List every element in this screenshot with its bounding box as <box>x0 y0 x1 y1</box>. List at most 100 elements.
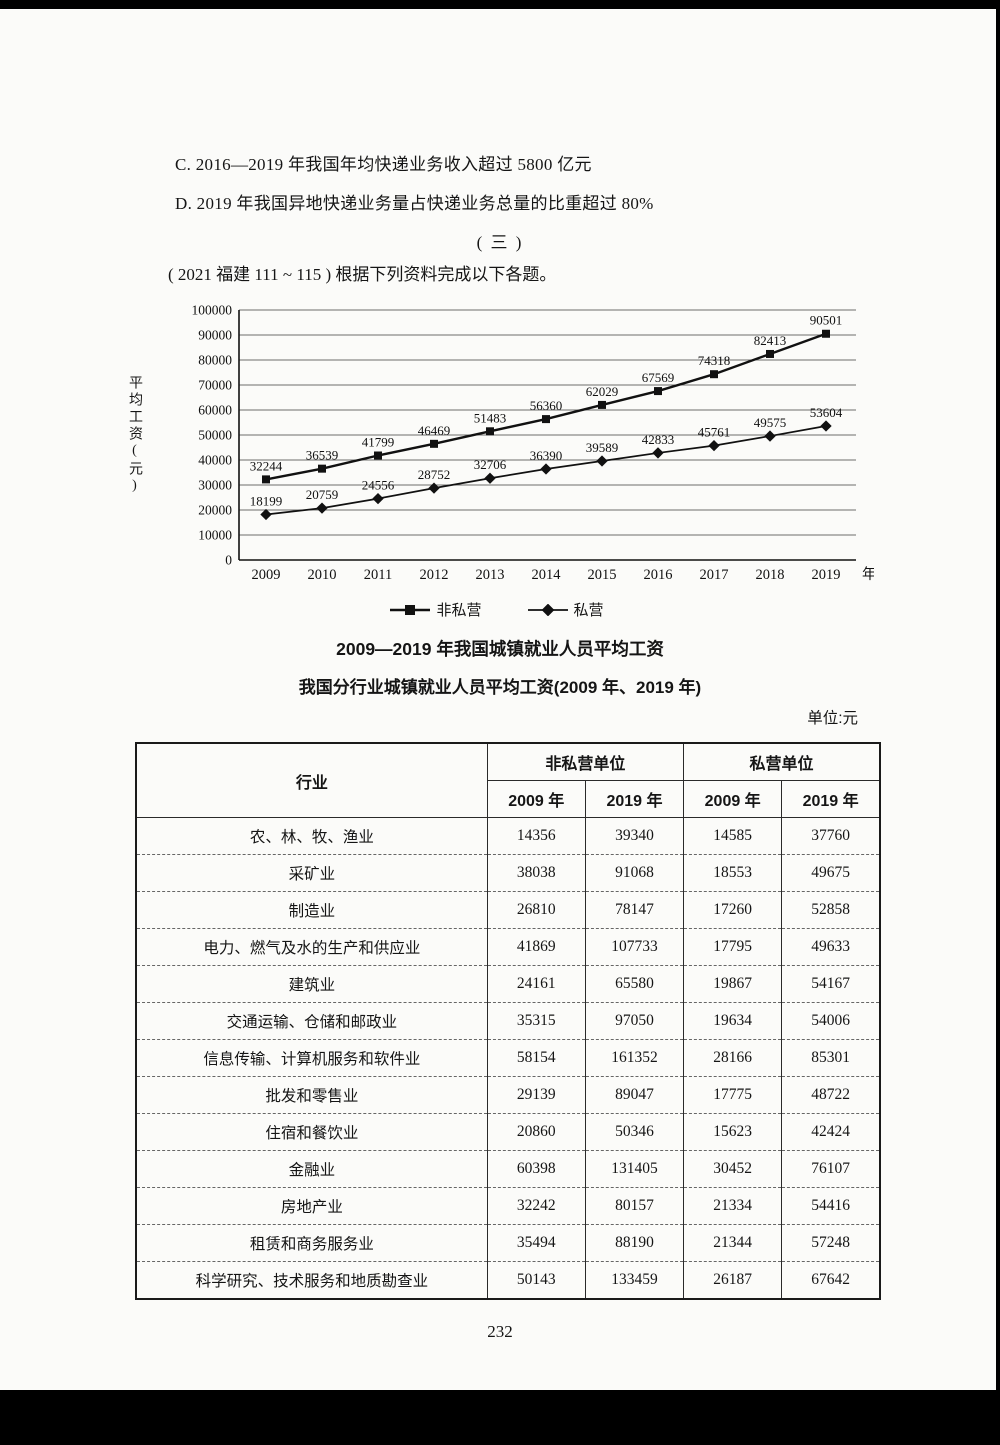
industry-cell: 采矿业 <box>135 854 488 892</box>
value-cell: 21344 <box>683 1224 783 1262</box>
chart-legend: 非私营 私营 <box>118 599 876 620</box>
value-cell: 29139 <box>486 1076 586 1114</box>
industry-cell: 批发和零售业 <box>135 1076 488 1114</box>
value-cell: 67642 <box>781 1261 881 1299</box>
value-cell: 54006 <box>781 1002 881 1040</box>
data-label: 20759 <box>306 487 339 502</box>
x-tick-label: 2010 <box>308 567 337 583</box>
section-heading: ( 三 ) <box>476 233 524 252</box>
page-number: 232 <box>487 1322 513 1341</box>
x-tick-label: 2011 <box>364 567 392 583</box>
value-cell: 52858 <box>781 891 881 929</box>
value-cell: 17795 <box>683 928 783 966</box>
value-cell: 161352 <box>584 1039 685 1077</box>
value-cell: 131405 <box>584 1150 685 1188</box>
data-label: 36539 <box>306 448 339 463</box>
data-label: 53604 <box>810 405 843 420</box>
legend-label-nonprivate: 非私营 <box>436 602 482 619</box>
value-cell: 17775 <box>683 1076 783 1114</box>
diamond-marker-icon <box>708 439 720 452</box>
table-row: 房地产业 32242 80157 21334 54416 <box>135 1187 881 1225</box>
square-marker-icon <box>390 604 431 615</box>
industry-cell: 交通运输、仓储和邮政业 <box>135 1002 488 1040</box>
data-label: 32244 <box>250 458 283 473</box>
x-tick-label: 2009 <box>252 567 281 583</box>
unit-label: 单位:元 <box>807 710 858 727</box>
diamond-marker-icon <box>316 502 328 514</box>
data-label: 49575 <box>754 415 787 430</box>
data-label: 62029 <box>586 384 619 399</box>
value-cell: 14585 <box>683 817 783 855</box>
table-row: 采矿业 38038 91068 18553 49675 <box>135 854 881 892</box>
square-marker-icon <box>766 349 774 358</box>
diamond-marker-icon <box>260 508 272 521</box>
value-cell: 37760 <box>781 817 881 855</box>
y-tick-label: 40000 <box>198 453 232 468</box>
x-tick-label: 2013 <box>476 567 505 583</box>
value-cell: 20860 <box>486 1113 586 1151</box>
value-cell: 41869 <box>486 928 586 966</box>
square-marker-icon <box>486 427 494 436</box>
value-cell: 35315 <box>486 1002 586 1040</box>
value-cell: 42424 <box>781 1113 881 1151</box>
diamond-marker-icon <box>484 472 496 484</box>
value-cell: 19867 <box>683 965 783 1003</box>
option-c-text: C. 2016—2019 年我国年均快递业务收入超过 5800 亿元 <box>175 155 592 174</box>
value-cell: 19634 <box>683 1002 783 1040</box>
value-cell: 35494 <box>486 1224 586 1262</box>
x-tick-label: 2016 <box>644 567 673 583</box>
y-tick-label: 30000 <box>198 478 232 493</box>
table-row: 金融业 60398 131405 30452 76107 <box>135 1150 881 1188</box>
year-header: 2009 年 <box>683 780 783 818</box>
value-cell: 18553 <box>683 854 783 892</box>
industry-table-body: 农、林、牧、渔业 14356 39340 14585 37760 采矿业 38038 9106… <box>135 817 881 1299</box>
y-tick-label: 80000 <box>198 353 232 368</box>
wage-line-chart: 0 10000 20000 30000 40000 50000 60000 70000 8000… <box>192 303 875 584</box>
table-row: 建筑业 24161 65580 19867 54167 <box>135 965 881 1003</box>
table-row: 信息传输、计算机服务和软件业 58154 161352 28166 85301 <box>135 1039 881 1077</box>
x-tick-label: 2019 <box>812 567 841 583</box>
industry-cell: 金融业 <box>135 1150 488 1188</box>
value-cell: 50346 <box>584 1113 685 1151</box>
year-header: 2019 年 <box>781 780 881 818</box>
square-marker-icon <box>430 439 438 448</box>
diamond-marker-icon <box>428 482 440 494</box>
y-tick-label: 10000 <box>198 528 232 543</box>
square-marker-icon <box>654 387 662 396</box>
value-cell: 32242 <box>486 1187 586 1225</box>
data-label: 82413 <box>754 333 787 348</box>
scan-border-bottom <box>0 1390 1000 1445</box>
value-cell: 85301 <box>781 1039 881 1077</box>
wage-chart-block: 平均工资(元) 0 10000 20000 30000 40000 50000 60000 7… <box>118 295 876 620</box>
industry-cell: 房地产业 <box>135 1187 488 1225</box>
table-row: 租赁和商务服务业 35494 88190 21344 57248 <box>135 1224 881 1262</box>
diamond-marker-icon <box>596 455 608 467</box>
value-cell: 14356 <box>486 817 586 855</box>
data-label: 51483 <box>474 410 507 425</box>
data-label: 56360 <box>530 398 563 413</box>
value-cell: 21334 <box>683 1187 783 1225</box>
industry-cell: 信息传输、计算机服务和软件业 <box>135 1039 488 1077</box>
y-tick-label: 100000 <box>192 303 233 318</box>
value-cell: 49675 <box>781 854 881 892</box>
table-row: 批发和零售业 29139 89047 17775 48722 <box>135 1076 881 1114</box>
data-label: 41799 <box>362 435 395 450</box>
value-cell: 65580 <box>584 965 685 1003</box>
industry-cell: 农、林、牧、渔业 <box>135 817 488 855</box>
industry-cell: 建筑业 <box>135 965 488 1003</box>
value-cell: 48722 <box>781 1076 881 1114</box>
industry-cell: 租赁和商务服务业 <box>135 1224 488 1262</box>
y-tick-label: 20000 <box>198 503 232 518</box>
diamond-marker-icon <box>764 430 776 442</box>
year-header: 2009 年 <box>486 780 586 818</box>
x-tick-label: 2015 <box>588 567 617 583</box>
value-cell: 28166 <box>683 1039 783 1077</box>
value-cell: 80157 <box>584 1187 685 1225</box>
y-tick-label: 50000 <box>198 428 232 443</box>
data-label: 18199 <box>250 494 283 509</box>
value-cell: 91068 <box>584 854 685 892</box>
industry-column-header: 行业 <box>135 742 488 818</box>
data-label: 42833 <box>642 432 675 447</box>
value-cell: 26187 <box>683 1261 783 1299</box>
